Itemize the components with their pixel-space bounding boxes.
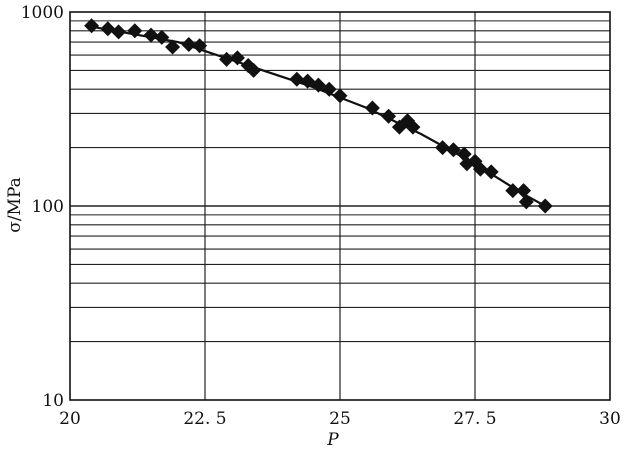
trend-layer [91,25,546,207]
x-tick-label: 30 [599,409,621,429]
plot-frame [69,11,611,401]
data-point-diamond [381,108,397,124]
y-axis-label: σ/MPa [5,177,25,233]
data-point-diamond [100,21,116,37]
data-point-diamond [516,183,532,199]
data-point-diamond [537,198,553,214]
points-layer [84,18,553,214]
data-point-diamond [229,50,245,66]
data-point-diamond [435,140,451,156]
data-point-diamond [483,164,499,180]
x-tick-label: 22. 5 [183,409,226,429]
x-axis-label: P [326,430,339,450]
data-point-diamond [505,183,521,199]
data-point-diamond [192,38,208,54]
data-point-diamond [111,24,127,40]
ticks-layer: 20 22. 5 25 27. 5 30 10 100 1000 [21,3,621,429]
data-point-diamond [321,81,337,97]
x-tick-label: 27. 5 [453,409,496,429]
data-point-diamond [445,142,461,158]
data-point-diamond [181,36,197,52]
y-tick-label: 1000 [21,3,64,23]
y-tick-label: 10 [42,391,64,411]
trend-curve [91,25,546,207]
data-point-diamond [165,39,181,55]
data-point-diamond [472,161,488,177]
data-point-diamond [289,71,305,87]
data-point-diamond [84,18,100,34]
x-tick-label: 25 [329,409,351,429]
data-point-diamond [246,62,262,78]
data-point-diamond [332,88,348,104]
data-point-diamond [518,194,534,210]
y-tick-label: 100 [32,197,64,217]
data-point-diamond [219,51,235,67]
data-point-diamond [127,23,143,39]
x-tick-label: 20 [59,409,81,429]
grid-layer [70,12,610,400]
data-point-diamond [154,29,170,45]
data-point-diamond [405,119,421,135]
data-point-diamond [143,27,159,43]
data-point-diamond [364,100,380,116]
